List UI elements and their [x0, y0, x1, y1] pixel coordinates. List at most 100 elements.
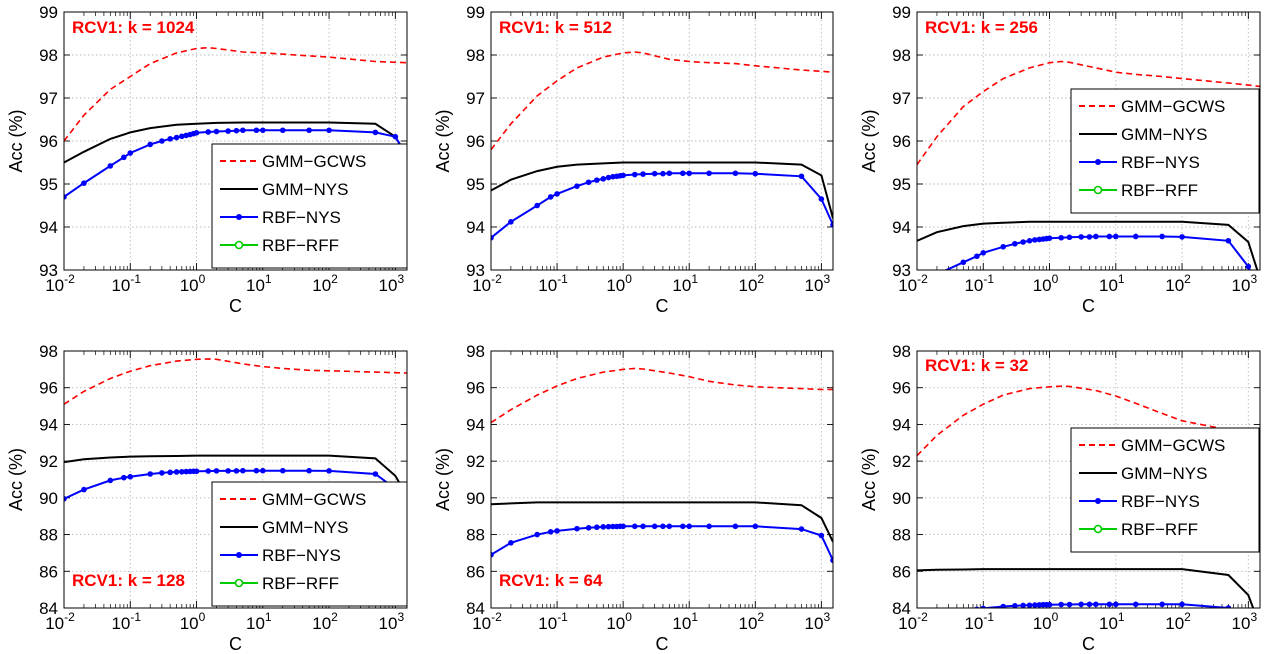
data-point [660, 523, 666, 530]
tick-label-y: 84 [39, 599, 58, 618]
legend-box [211, 481, 408, 607]
data-point [173, 134, 180, 141]
legend-label: RBF−RFF [262, 236, 339, 255]
data-point [213, 128, 220, 135]
tick-label-x: 100 [606, 272, 632, 295]
data-point [1066, 234, 1073, 241]
data-point [680, 170, 686, 177]
data-point [147, 471, 154, 477]
tick-label-x: 100 [180, 272, 206, 295]
data-point [205, 468, 212, 474]
axes-frame [63, 350, 408, 609]
y-axis-label: Acc (%) [859, 448, 879, 511]
data-point [1086, 601, 1093, 608]
data-point [1179, 601, 1185, 608]
data-point [372, 129, 379, 136]
legend: GMM−GCWS GMM−NYS RBF−NYS RBF−RFF [1070, 88, 1260, 214]
data-point [666, 523, 673, 530]
legend-label: GMM−GCWS [1121, 97, 1225, 116]
tick-label-y: 96 [466, 132, 485, 151]
data-point [980, 605, 987, 608]
data-point [1058, 601, 1065, 608]
data-point [1078, 234, 1084, 240]
data-point [934, 614, 940, 620]
y-axis-label: Acc (%) [6, 448, 26, 511]
data-point [706, 170, 712, 177]
tick-label-y: 95 [39, 175, 58, 194]
legend-marker [1093, 524, 1103, 534]
legend-label: GMM−GCWS [1121, 436, 1225, 455]
data-point [830, 222, 833, 228]
series-group [491, 51, 833, 241]
tick-label-y: 99 [892, 3, 911, 22]
data-point [159, 470, 165, 476]
data-point [279, 467, 286, 474]
data-point [1086, 234, 1093, 240]
tick-label-y: 98 [466, 46, 485, 65]
data-point [508, 540, 514, 546]
data-point [706, 523, 712, 530]
tick-label-y: 96 [892, 132, 911, 151]
data-point [686, 170, 693, 177]
tick-label-x: 101 [672, 272, 698, 295]
panel-title: RCV1: k = 32 [925, 356, 1028, 375]
x-axis-label: C [656, 634, 669, 654]
tick-label-x: 10-1 [964, 272, 994, 295]
data-point [1106, 233, 1113, 240]
data-point [1132, 601, 1139, 608]
data-point [594, 524, 600, 531]
legend-label: GMM−NYS [262, 518, 348, 537]
tick-label-y: 94 [39, 415, 58, 434]
data-point [179, 468, 185, 475]
data-point [81, 486, 87, 493]
data-point [974, 253, 980, 260]
data-point [127, 150, 134, 156]
tick-label-y: 88 [892, 526, 911, 545]
data-point [179, 133, 185, 140]
y-axis-label: Acc (%) [433, 110, 453, 173]
legend-label: GMM−NYS [1121, 125, 1207, 144]
tick-label-x: 103 [1232, 272, 1258, 295]
tick-label-y: 99 [466, 3, 485, 22]
y-axis-label: Acc (%) [859, 110, 879, 173]
data-point [193, 130, 200, 136]
data-point [1032, 602, 1038, 608]
series-line-gmm-nys [917, 568, 1255, 608]
data-point [1012, 240, 1018, 247]
data-point [491, 551, 494, 558]
data-point [1026, 602, 1033, 608]
legend-marker [234, 578, 244, 588]
data-point [574, 183, 580, 189]
legend: GMM−GCWS GMM−NYS RBF−NYS RBF−RFF [1070, 427, 1260, 553]
data-point [121, 474, 127, 481]
tick-label-y: 93 [39, 261, 58, 280]
legend-marker [234, 240, 244, 250]
series-line-gmm-gcws [917, 385, 1260, 457]
tick-label-x: 101 [672, 610, 698, 633]
tick-label-x: 101 [1099, 610, 1125, 633]
data-point [1225, 605, 1232, 608]
legend-label: RBF−NYS [262, 546, 341, 565]
data-point [372, 471, 379, 477]
panel-title: RCV1: k = 256 [925, 18, 1038, 37]
series-line-gmm-gcws [64, 358, 407, 405]
legend-label: RBF−NYS [1121, 492, 1200, 511]
tick-label-x: 10-2 [472, 610, 502, 633]
data-point [1000, 603, 1007, 608]
data-point [167, 469, 173, 476]
tick-label-x: 100 [1033, 272, 1059, 295]
series-line-gmm-gcws [64, 46, 407, 142]
data-point [225, 128, 231, 134]
data-point [798, 526, 805, 532]
data-point [1032, 237, 1038, 243]
data-point [1179, 234, 1185, 240]
data-point [547, 194, 554, 200]
x-axis-label: C [229, 634, 242, 654]
data-point [732, 170, 739, 177]
tick-label-x: 103 [379, 272, 405, 295]
tick-label-y: 84 [892, 599, 911, 618]
data-point [64, 495, 67, 502]
panel-title: RCV1: k = 64 [499, 571, 603, 590]
series-group [64, 46, 407, 200]
x-axis-label: C [1082, 296, 1095, 316]
